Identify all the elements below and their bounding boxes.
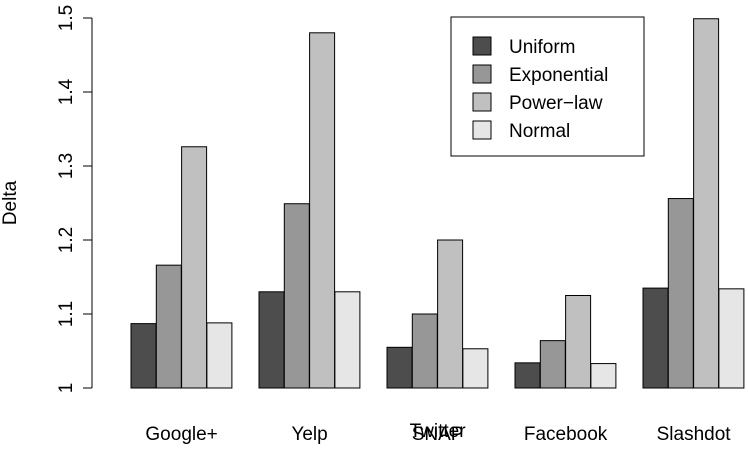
x-tick-labels: Google+ Yelp TwitterSNAP Facebook Slashdot [145,421,732,445]
bar-normal-4 [718,288,745,389]
y-tick-label: 1.3 [56,153,77,179]
y-tick-label: 1.2 [56,227,77,253]
bar-power-law-1 [309,32,336,389]
legend-swatch [472,120,492,140]
bar-power-law-3 [565,295,592,389]
legend-label: Exponential [509,65,608,86]
y-tick-label: 1.5 [56,5,77,31]
bar-power-law-2 [437,239,464,389]
bar-power-law-4 [693,18,720,389]
bar-exponential-0 [155,264,182,389]
legend-label: Uniform [509,37,576,58]
legend-label: Normal [509,121,570,142]
legend-swatch [472,36,492,56]
bar-exponential-3 [539,340,566,389]
y-tick-label: 1 [56,383,77,394]
x-tick-label: Slashdot [657,424,732,444]
bar-uniform-4 [642,287,669,389]
x-tick-label: Yelp [291,424,327,444]
bar-uniform-2 [386,346,413,389]
x-tick-label: Facebook [524,424,608,444]
y-axis: 1 1.1 1.2 1.3 1.4 1.5 [56,5,93,394]
bar-uniform-3 [514,362,541,389]
bar-normal-3 [590,363,617,389]
bar-power-law-0 [181,146,208,389]
bar-exponential-1 [283,203,310,389]
legend-swatch [472,64,492,84]
y-axis-label: Delta [0,180,21,225]
x-tick-label: Google+ [145,424,217,444]
bar-exponential-2 [411,313,438,389]
bars-group [130,18,745,389]
x-tick-label: TwitterSNAP [410,421,467,444]
legend-label: Power−law [509,93,603,114]
y-tick-label: 1.1 [56,301,77,327]
y-tick-label: 1.4 [56,78,77,105]
legend: Uniform Exponential Power−law Normal [450,16,645,157]
bar-uniform-0 [130,323,157,389]
bar-uniform-1 [258,291,285,389]
legend-swatch [472,92,492,112]
bar-normal-0 [206,322,233,389]
bar-normal-1 [334,291,361,389]
bar-normal-2 [462,348,489,389]
bar-exponential-4 [667,198,694,389]
